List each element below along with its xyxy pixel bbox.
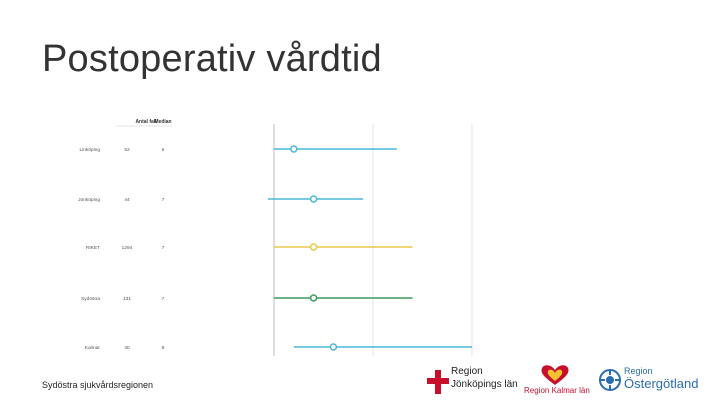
category-label: Sydöstra	[81, 296, 100, 302]
column-header-antal-fall: Antal fall	[135, 119, 157, 125]
region-ostergotland-logo-line2: Östergötland	[624, 376, 699, 391]
region-kalmar-logo-text: Region Kalmar län	[524, 386, 590, 395]
category-label: Jönköping	[78, 197, 100, 203]
column-header-median: Median	[154, 119, 171, 125]
region-jonkoping-logo: Region Jönköpings län	[425, 364, 518, 396]
count-label: 131	[123, 296, 131, 302]
region-jonkoping-cross-icon	[427, 370, 449, 394]
count-label: 52	[124, 147, 130, 153]
median-marker	[309, 243, 318, 251]
median-label: 7	[162, 197, 165, 203]
footer-region-name: Sydöstra sjukvårdsregionen	[42, 380, 154, 390]
median-label: 7	[162, 245, 165, 251]
category-label: RIKET	[86, 245, 100, 251]
category-label: Kalmar	[85, 345, 101, 351]
median-marker	[329, 343, 338, 351]
median-marker	[290, 145, 298, 153]
region-ostergotland-logo: Region Östergötland	[598, 364, 698, 396]
category-label: Linköping	[79, 147, 100, 153]
forest-plot-panel: Antal fall Median Linköping 52 6 Jönköping 44 7…	[60, 108, 480, 358]
count-label: 30	[124, 345, 130, 351]
median-label: 7	[162, 296, 165, 302]
region-kalmar-logo: Region Kalmar län	[522, 364, 590, 396]
median-marker	[309, 294, 318, 302]
region-ostergotland-emblem-icon	[599, 369, 621, 391]
region-kalmar-heart-icon	[541, 365, 569, 385]
median-label: 8	[162, 345, 165, 351]
count-label: 44	[124, 197, 130, 203]
slide-title: Postoperativ vårdtid	[42, 38, 382, 80]
count-label: 1294	[122, 245, 133, 251]
region-ostergotland-logo-line1: Region	[624, 366, 653, 376]
median-label: 6	[162, 147, 165, 153]
region-jonkoping-logo-line1: Region	[451, 366, 483, 377]
region-jonkoping-logo-line2: Jönköpings län	[451, 379, 518, 390]
median-marker	[309, 195, 318, 203]
